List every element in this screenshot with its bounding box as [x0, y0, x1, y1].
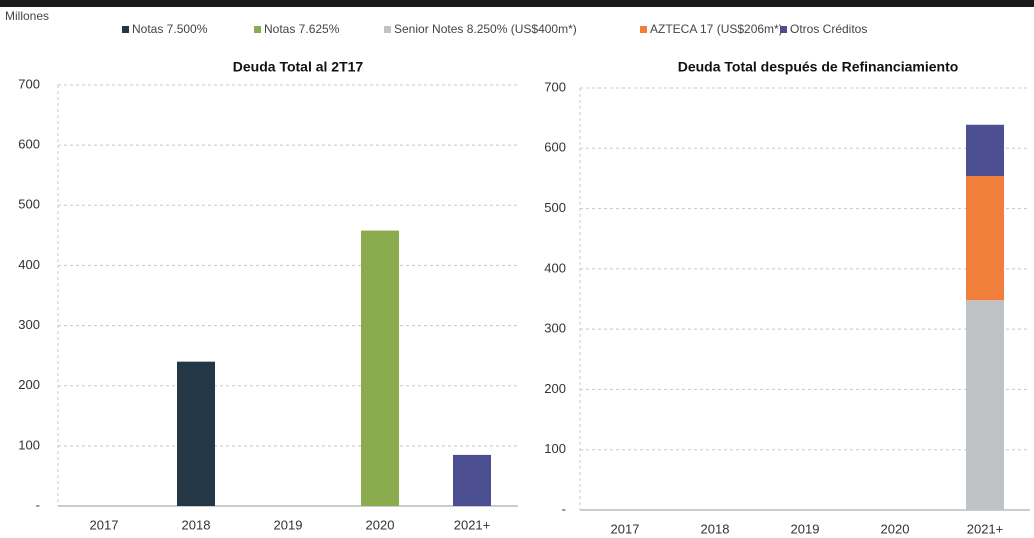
y-tick-label: 700 [18, 76, 40, 91]
y-tick-label: 600 [544, 140, 566, 155]
y-tick-label: 100 [18, 437, 40, 452]
y-tick-label: 300 [544, 321, 566, 336]
chart-title: Deuda Total después de Refinanciamiento [678, 59, 959, 75]
y-tick-label: 400 [18, 257, 40, 272]
x-tick-label: 2021+ [967, 521, 1004, 536]
legend: Notas 7.500% Notas 7.625% Senior Notes 8.2… [122, 22, 867, 36]
legend-label: AZTECA 17 (US$206m*) [650, 22, 783, 36]
x-tick-label: 2017 [611, 521, 640, 536]
legend-label: Notas 7.625% [264, 22, 340, 36]
units-label: Millones [5, 9, 49, 23]
y-tick-label: 500 [18, 197, 40, 212]
x-tick-label: 2020 [881, 521, 910, 536]
y-tick-label: - [36, 497, 40, 512]
x-tick-label: 2021+ [454, 517, 491, 532]
y-tick-label: - [562, 501, 566, 516]
y-tick-label: 300 [18, 317, 40, 332]
y-tick-label: 400 [544, 260, 566, 275]
y-tick-label: 700 [544, 79, 566, 94]
bar-segment [966, 300, 1004, 510]
legend-label: Notas 7.500% [132, 22, 208, 36]
top-bar [0, 0, 1034, 7]
x-tick-label: 2017 [90, 517, 119, 532]
bar [453, 454, 491, 506]
legend-swatch [122, 26, 129, 33]
bar-segment [966, 176, 1004, 301]
legend-swatch [254, 26, 261, 33]
x-tick-label: 2019 [791, 521, 820, 536]
x-tick-label: 2018 [182, 517, 211, 532]
y-tick-label: 200 [544, 381, 566, 396]
legend-label: Senior Notes 8.250% (US$400m*) [394, 22, 577, 36]
y-tick-label: 500 [544, 200, 566, 215]
y-tick-label: 600 [18, 137, 40, 152]
y-tick-label: 200 [18, 377, 40, 392]
chart-title: Deuda Total al 2T17 [233, 59, 364, 75]
x-tick-label: 2020 [366, 517, 395, 532]
bar-segment [966, 124, 1004, 177]
bar [177, 361, 215, 506]
bar [361, 230, 399, 506]
legend-swatch [640, 26, 647, 33]
x-tick-label: 2018 [701, 521, 730, 536]
y-tick-label: 100 [544, 441, 566, 456]
legend-label: Otros Créditos [790, 22, 867, 36]
legend-swatch [780, 26, 787, 33]
legend-swatch [384, 26, 391, 33]
x-tick-label: 2019 [274, 517, 303, 532]
